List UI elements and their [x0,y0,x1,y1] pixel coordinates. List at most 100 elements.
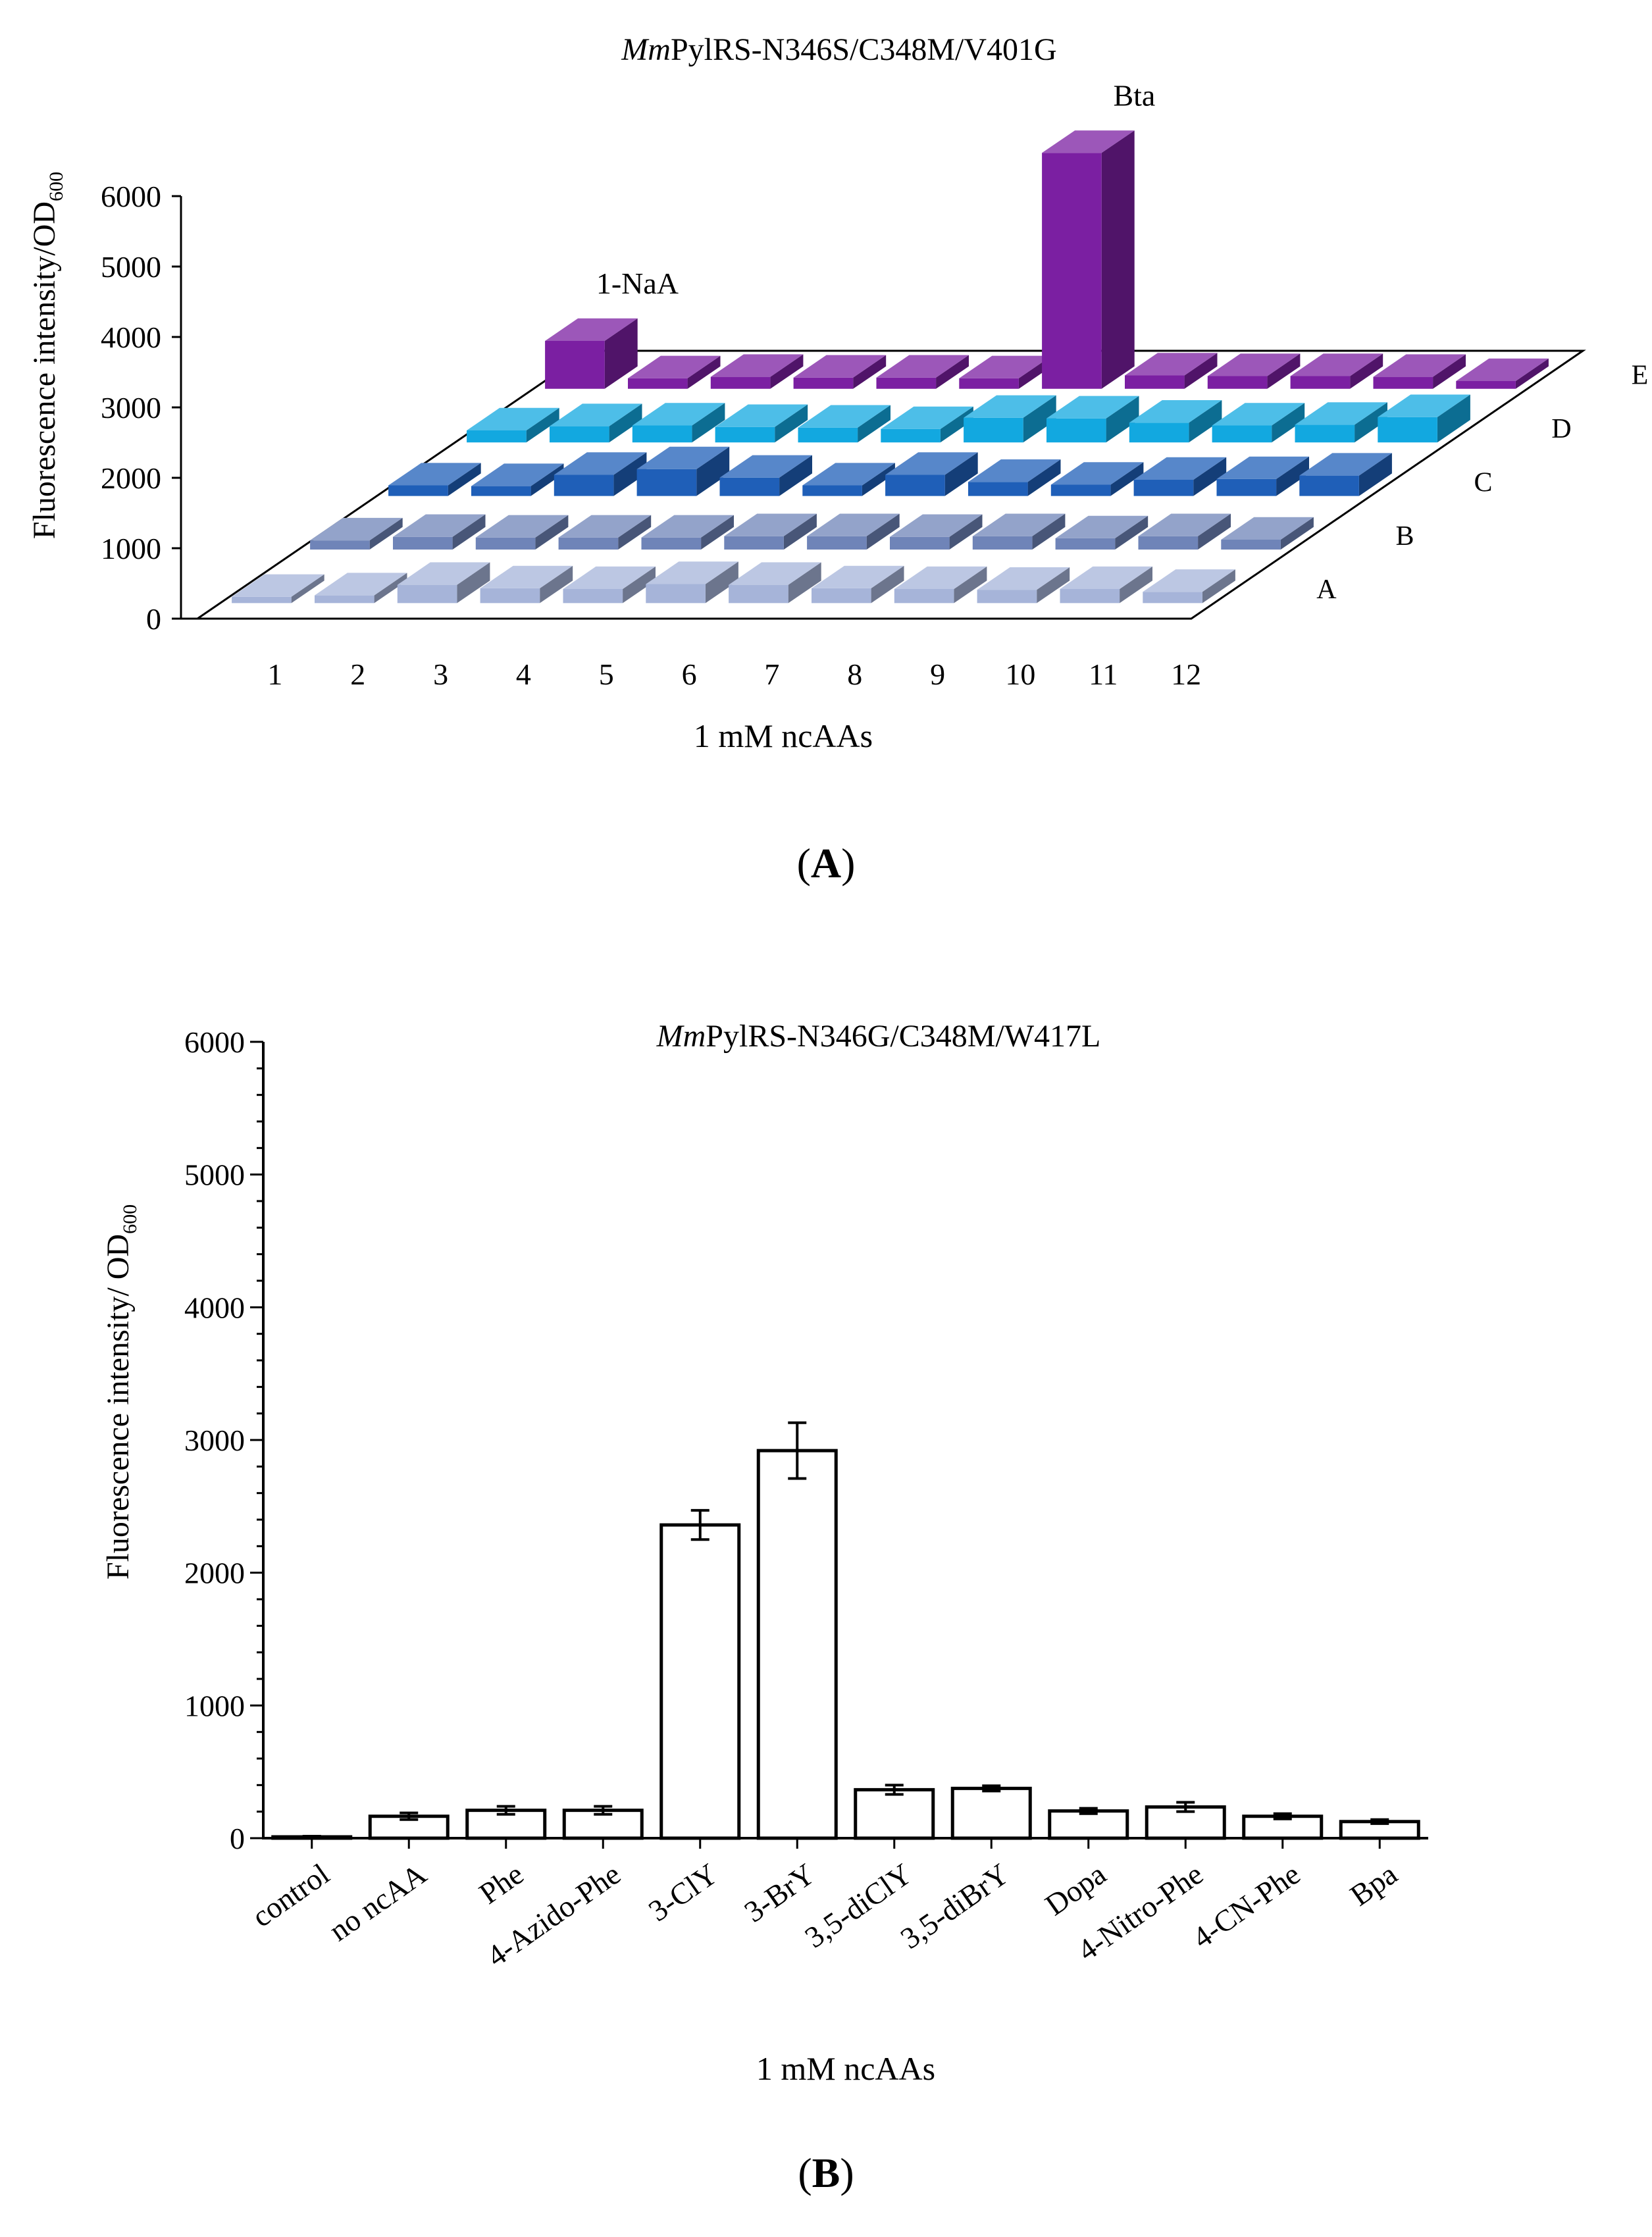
chart-a-x-tick-label: 6 [682,657,697,691]
chart-a-ylabel-text: Fluorescence intensity/OD [27,201,62,539]
chart-a-bar [388,463,481,496]
chart-a-bar-top [1133,457,1227,480]
chart-a-bar-top [1378,394,1470,417]
chart-a-bar-side [604,318,638,389]
chart-b-bar [659,1523,741,1840]
chart-a-bar-front [1378,417,1437,443]
chart-b-y-tick-label: 3000 [184,1424,245,1457]
chart-b-bar [1242,1814,1324,1840]
chart-a-bar-top [315,573,407,596]
chart-a-bar [807,513,900,550]
chart-a-bar [1050,462,1144,496]
chart-a-bar-front [397,584,457,604]
chart-a-bar [710,354,804,389]
chart-a-bar-front [710,376,771,389]
chart-a-bar [977,567,1070,604]
chart-a-bar-top [393,514,486,537]
chart-a-bar-top [885,452,978,475]
chart-a-bar-front [968,482,1028,496]
chart-a-bar [894,566,987,604]
chart-a-x-tick-label: 2 [350,657,365,691]
chart-a-bar-top [1216,456,1309,479]
chart-a-bar-front [480,588,540,604]
chart-a-bar-side [1276,456,1309,496]
chart-a-bar [632,403,725,443]
chart-b-x-tick-label: 3-BrY [738,1857,821,1928]
chart-a-y-tick-label: 5000 [101,250,161,284]
chart-a-series-label: D [1551,414,1571,444]
chart-a-bar-top [545,318,638,341]
chart-a-bar-side [940,406,973,443]
chart-a-bar-front [729,584,788,604]
chart-a-bar-side [369,517,403,550]
chart-b-ylabel: Fluorescence intensity/ OD600 [101,1204,141,1580]
chart-a-bar-front [1456,381,1516,389]
chart-b-error-bar [1079,1807,1098,1815]
chart-a-bar-front [1055,538,1116,550]
chart-a-bar-side [374,573,407,604]
chart-a-title-italic: Mm [621,32,671,67]
chart-a-bar-top [959,355,1052,378]
chart-a-bar [480,565,573,604]
panel-label-b: (B) [798,2149,854,2196]
chart-a-bar [793,355,887,389]
chart-a-bar-front [1138,536,1199,550]
chart-b-x-tick-label: 4-CN-Phe [1186,1857,1306,1955]
chart-a-x-tick-label: 12 [1171,657,1201,691]
chart-a-bar-top [467,407,559,430]
chart-a-bar-top [1290,353,1383,376]
chart-a-bar-front [977,590,1037,604]
panel-label-a: (A) [796,840,856,887]
chart-a-bar [1378,394,1470,443]
chart-a-bar-top [1456,358,1549,381]
chart-a-bar [1216,456,1309,496]
chart-a-bar-top [972,513,1066,536]
chart-a-bar-front [890,536,950,550]
chart-a-bar-side [1115,515,1149,550]
chart-a-bar-top [388,463,481,486]
chart-a-bar-top [554,452,647,475]
chart-a-bar-front [641,537,702,550]
chart-a-bar-side [1515,358,1549,389]
chart-a-annotation: Bta [1113,78,1155,112]
chart-a-bar [1046,396,1139,443]
chart-a-ylabel-sub: 600 [45,172,67,201]
chart-a-x-tick-label: 1 [267,657,282,691]
chart-a-bar-side [1355,402,1387,443]
chart-a-y-tick-label: 4000 [101,321,161,354]
chart-a-bar-front [719,477,780,496]
chart-a-bar-side [609,403,642,443]
chart-b-bar [854,1787,935,1840]
chart-a-bar-front [1060,589,1120,604]
chart-a-x-tick-label: 8 [847,657,862,691]
chart-a-bar-side [949,514,983,550]
chart-b-error-bar [1370,1818,1389,1825]
chart-a-bar-top [632,403,725,426]
chart-a-bar [1299,453,1392,496]
chart-a-bar-top [881,406,973,429]
chart-a-bar-front [232,596,292,604]
chart-a-bar [315,573,407,604]
chart-a-bar-side [452,514,486,550]
chart-a-bar-front [894,589,954,604]
chart-a-x-tick-label: 7 [764,657,779,691]
chart-b-bar [756,1449,838,1840]
chart-a-bar [812,565,904,604]
chart-a-bar [628,355,721,389]
chart-b-error-bar [690,1508,710,1541]
chart-b-bar [1048,1809,1129,1840]
chart-a-bar-top [636,446,730,469]
chart-a-bar-top [1050,462,1144,485]
chart-a-bar-side [701,515,734,550]
chart-a-bar-top [812,565,904,588]
chart-a-bar-side [623,566,656,604]
chart-a-bar-front [554,475,614,496]
chart-a-bar [1207,353,1301,389]
chart-a-bar [558,515,652,550]
chart-a-bar [798,405,891,443]
chart-a-bar [972,513,1066,550]
chart-a-bar-top [894,566,987,589]
chart-a-bar-side [871,565,904,604]
chart-b-xlabel: 1 mM ncAAs [756,2050,935,2087]
